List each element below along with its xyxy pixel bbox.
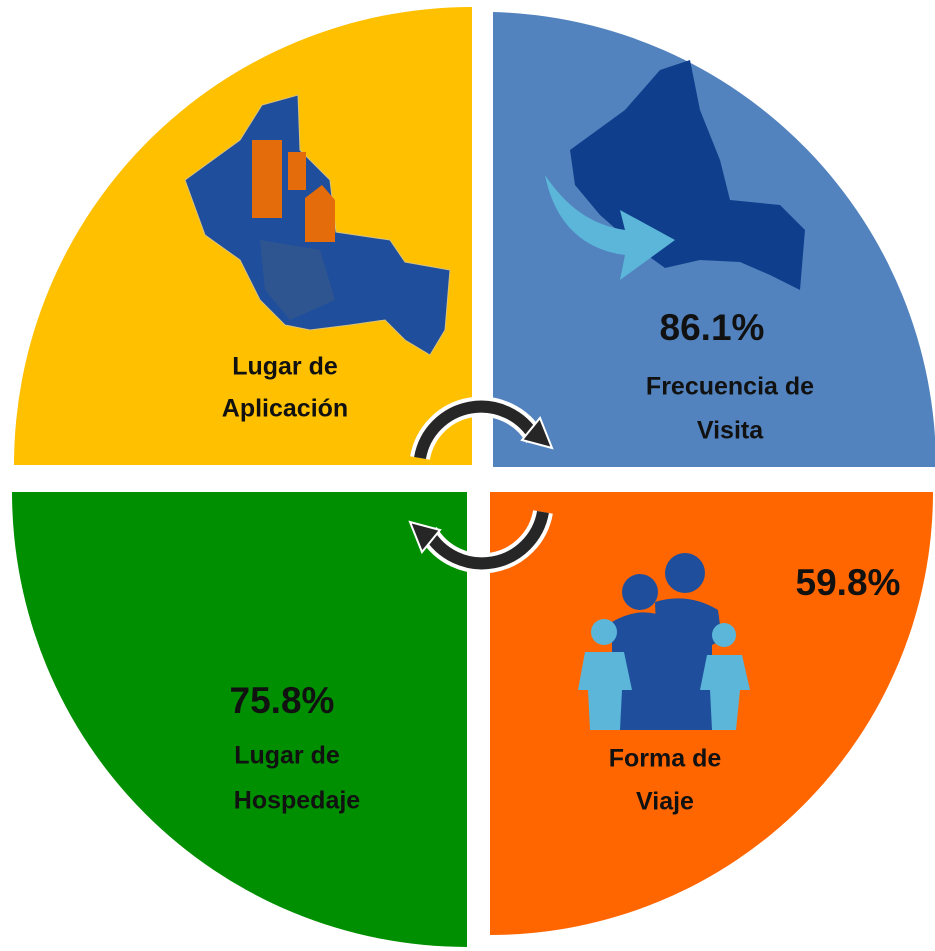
label-line: Aplicación [222,395,348,423]
map-arrow-icon [545,60,805,290]
family-icon [578,553,750,730]
label-line: Forma de [609,745,722,773]
cycle-arrows [408,396,554,574]
label-line: Frecuencia de [646,373,814,401]
percentage: 75.8% [230,680,335,721]
label-line: Visita [697,417,764,445]
percentage: 86.1% [660,307,765,348]
label-line: Hospedaje [234,787,361,815]
quadrant-bottom-left [12,492,467,947]
map-icon [184,94,451,356]
label-line: Viaje [636,788,694,816]
label-line: Lugar de [234,742,340,770]
percentage: 59.8% [796,562,901,603]
label-line: Lugar de [232,353,338,381]
